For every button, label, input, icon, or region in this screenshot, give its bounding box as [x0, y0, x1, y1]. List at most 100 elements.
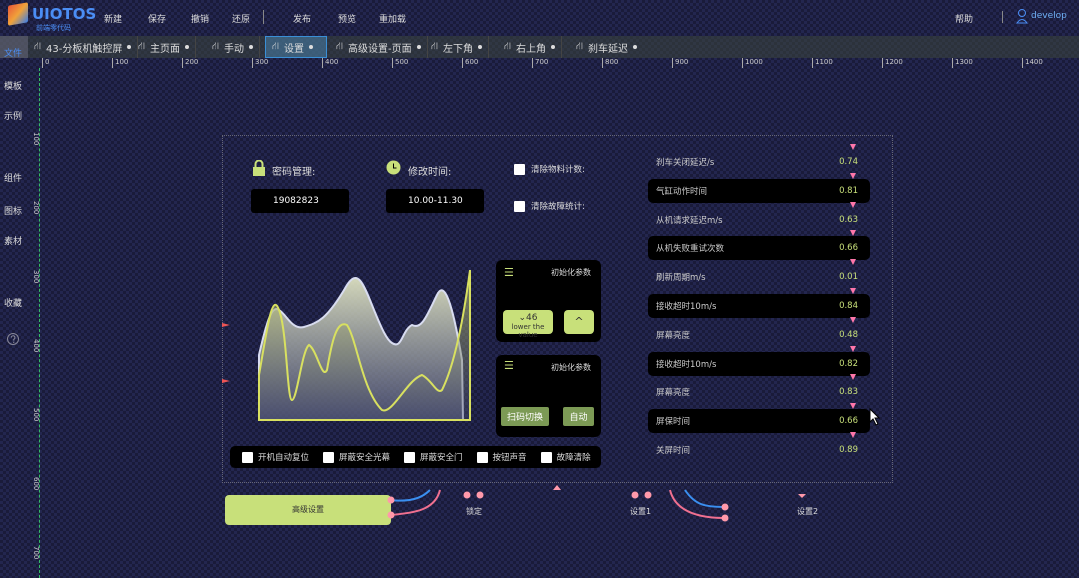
checkbox[interactable]	[476, 451, 488, 463]
help-button[interactable]: 帮助	[955, 15, 974, 25]
flow-icon: ⛙	[431, 40, 439, 52]
param-row[interactable]: 从机请求延迟m/s 0.63	[648, 201, 870, 232]
option-checkbox[interactable]: 故障清除	[540, 451, 591, 463]
tab-advanced-page[interactable]: ⛙ 高级设置-页面	[330, 36, 428, 58]
option-checkbox[interactable]: 按钮声音	[476, 451, 527, 463]
chevron-down-icon: ⌄	[518, 313, 527, 323]
checkbox[interactable]	[514, 163, 525, 175]
port[interactable]	[631, 491, 639, 499]
redo-button[interactable]: 还原	[232, 15, 251, 25]
checkbox[interactable]	[514, 200, 525, 212]
param-row[interactable]: 气缸动作时间 0.81	[648, 172, 870, 203]
new-button[interactable]: 新建	[104, 15, 123, 25]
param-row[interactable]: 刷新周期m/s 0.01	[648, 259, 870, 289]
wire	[684, 489, 726, 508]
ruler-tick: 400	[32, 339, 40, 353]
port[interactable]	[553, 485, 561, 490]
tab-settings[interactable]: ⛙ 设置	[265, 36, 327, 58]
publish-button[interactable]: 发布	[293, 15, 312, 25]
param-label: 屏幕亮度	[656, 330, 691, 341]
param-row[interactable]: 屏保时间 0.66	[648, 403, 870, 434]
port[interactable]	[387, 496, 395, 504]
port[interactable]	[721, 503, 729, 511]
param-row[interactable]: 刹车关闭延迟/s 0.74	[648, 144, 870, 174]
sidebar-item-example[interactable]: 示例	[4, 112, 23, 122]
ruler-tick: 100	[32, 132, 40, 146]
option-checkbox[interactable]: 屏蔽安全门	[404, 451, 463, 463]
raise-value-button[interactable]: ^	[564, 310, 594, 334]
port[interactable]	[798, 494, 806, 498]
ruler-tick: 200	[182, 58, 198, 68]
tab-main[interactable]: ⛙ 主页面	[132, 36, 197, 58]
tab-top-right[interactable]: ⛙ 右上角	[498, 36, 563, 58]
ruler-tick: 100	[112, 58, 128, 68]
reload-button[interactable]: 重加载	[379, 15, 407, 25]
user-menu[interactable]: develop	[1016, 8, 1067, 24]
sidebar-item-component[interactable]: 组件	[4, 174, 23, 184]
logo-icon	[8, 2, 28, 26]
divider	[263, 10, 264, 24]
flow-icon: ⛙	[336, 40, 344, 52]
lock-node[interactable]: 锁定	[466, 507, 482, 516]
param-row[interactable]: 接收超时10m/s 0.82	[648, 345, 870, 376]
checkbox-label: 清除故障统计:	[531, 202, 585, 212]
area-chart	[222, 270, 471, 421]
param-row[interactable]: 接收超时10m/s 0.84	[648, 288, 870, 318]
save-button[interactable]: 保存	[148, 15, 167, 25]
ruler-tick: 500	[32, 408, 40, 422]
divider	[1002, 11, 1003, 23]
sidebar-item-icon[interactable]: 图标	[4, 207, 23, 217]
param-row[interactable]: 屏幕亮度 0.83	[648, 374, 870, 404]
checkbox[interactable]	[323, 451, 335, 463]
tab-label: 高级设置-页面	[348, 43, 412, 55]
auto-button[interactable]: 自动	[563, 407, 594, 426]
lower-value-button[interactable]: ⌄46 lower the value	[503, 310, 553, 339]
marker-icon	[850, 172, 856, 179]
settings1-node[interactable]: 设置1	[630, 507, 652, 516]
anchor-marker	[222, 323, 230, 327]
tab-43[interactable]: ⛙ 43-分板机触控屏	[28, 36, 139, 58]
option-checkbox[interactable]: 屏蔽安全光幕	[323, 451, 390, 463]
checkbox[interactable]	[404, 451, 416, 463]
sidebar-item-file[interactable]: 文件	[4, 49, 23, 59]
ruler-tick: 200	[32, 201, 40, 215]
time-input[interactable]: 10.00-11.30	[386, 189, 484, 213]
clear-material-checkbox[interactable]: 清除物料计数:	[514, 163, 585, 175]
sliders-icon: ☰	[504, 359, 514, 372]
tab-dot	[416, 45, 421, 49]
port[interactable]	[721, 514, 729, 522]
ruler-tick: 600	[32, 477, 40, 491]
port[interactable]	[463, 491, 471, 499]
clear-fault-checkbox[interactable]: 清除故障统计:	[514, 200, 585, 212]
param-row[interactable]: 关屏时间 0.89	[648, 432, 870, 462]
sidebar-item-material[interactable]: 素材	[4, 237, 23, 247]
preview-button[interactable]: 预览	[338, 15, 357, 25]
port[interactable]	[476, 491, 484, 499]
sidebar-item-favorites[interactable]: 收藏	[4, 299, 23, 309]
advanced-settings-node[interactable]: 高级设置	[225, 495, 391, 525]
sidebar-item-template[interactable]: 模板	[4, 82, 23, 92]
tab-manual[interactable]: ⛙ 手动	[206, 36, 261, 58]
marker-icon	[850, 374, 856, 381]
undo-button[interactable]: 撤销	[191, 15, 210, 25]
help-icon[interactable]	[7, 333, 19, 345]
logo: UIOTOS 前端零代码	[8, 2, 96, 32]
checkbox[interactable]	[540, 451, 552, 463]
series-area-2	[258, 270, 471, 421]
ruler-tick: 500	[392, 58, 408, 68]
checkbox[interactable]	[242, 451, 253, 463]
tab-brake-delay[interactable]: ⛙ 刹车延迟	[570, 36, 643, 58]
option-checkbox[interactable]: 开机自动复位	[242, 451, 309, 463]
param-row[interactable]: 从机失败重试次数 0.66	[648, 230, 870, 261]
password-input[interactable]: 19082823	[251, 189, 349, 213]
port[interactable]	[387, 511, 395, 519]
param-label: 刹车关闭延迟/s	[656, 158, 715, 168]
flow-icon: ⛙	[504, 40, 512, 52]
mouse-cursor-icon	[869, 408, 881, 426]
settings2-node[interactable]: 设置2	[797, 507, 819, 516]
scan-switch-button[interactable]: 扫码切换	[501, 407, 549, 426]
param-row[interactable]: 屏幕亮度 0.48	[648, 316, 870, 347]
port[interactable]	[644, 491, 652, 499]
tab-bottom-left[interactable]: ⛙ 左下角	[425, 36, 490, 58]
ruler-tick: 300	[252, 58, 268, 68]
